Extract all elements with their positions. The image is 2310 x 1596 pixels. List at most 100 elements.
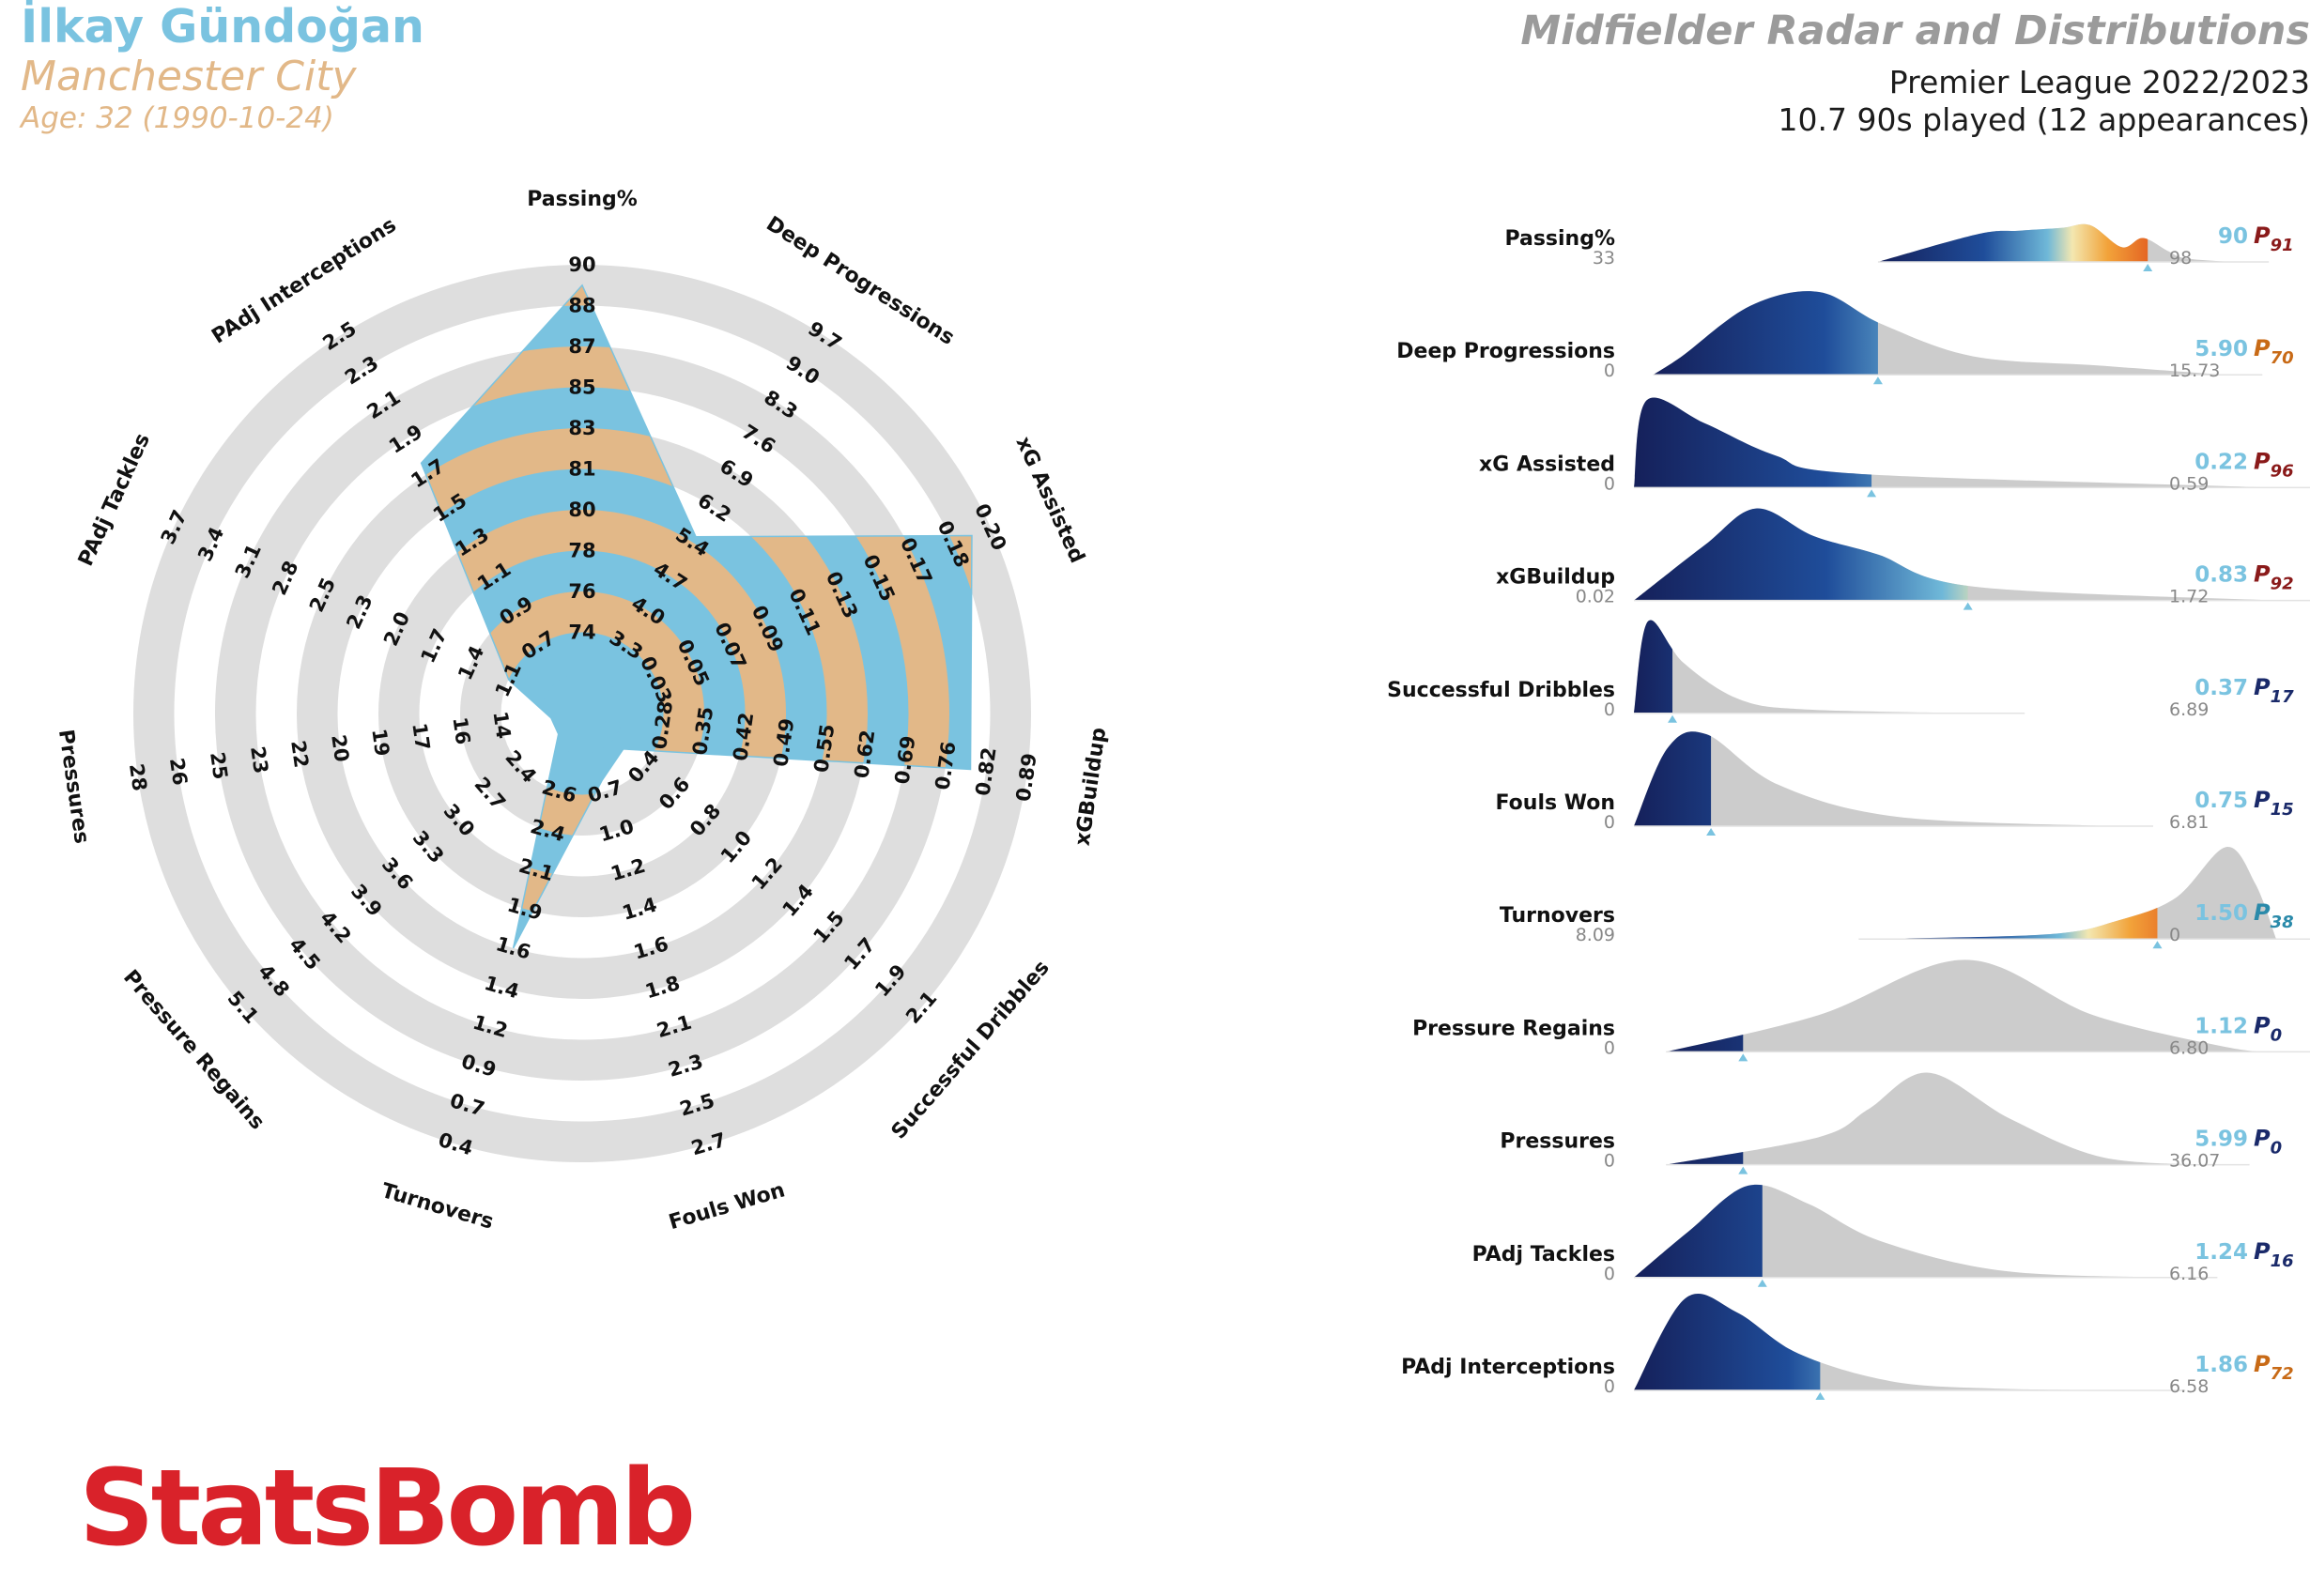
dist-max-label: 15.73 [2169,361,2220,381]
dist-value-label: 1.24 [2194,1240,2248,1265]
dist-metric-label: Successful Dribbles [1387,679,1615,702]
dist-metric-label: Pressure Regains [1412,1017,1615,1040]
dist-value-marker [1738,1166,1748,1174]
radar-tick-label: 81 [568,458,595,481]
dist-value-marker [1815,1392,1825,1400]
dist-min-label: 0 [1604,1151,1615,1172]
dist-value-marker [1706,828,1717,836]
dist-value-marker [1668,714,1678,723]
dist-max-label: 6.16 [2169,1264,2209,1284]
dist-curve [1858,847,2276,940]
radar-tick-label: 14 [488,710,515,740]
dist-percentile-label: P0 [2254,1126,2282,1159]
radar-axis-label: Passing% [527,188,638,211]
player-name: İlkay Gündoğan [21,0,424,54]
dist-value-marker [2152,941,2163,949]
dist-min-label: 0 [1604,1264,1615,1284]
dist-curve-highlight [1634,1184,1763,1278]
dist-percentile-label: P96 [2254,448,2294,481]
dist-percentile-label: P72 [2254,1351,2294,1384]
dist-min-label: 0 [1604,473,1615,494]
dist-max-label: 6.89 [2169,699,2209,720]
dist-metric-label: PAdj Interceptions [1401,1356,1615,1379]
radar-tick-label: 28 [125,762,151,792]
dist-metric-label: Fouls Won [1496,791,1615,815]
dist-min-label: 0 [1604,361,1615,381]
dist-metric-label: Deep Progressions [1396,340,1615,363]
dist-percentile-label: P70 [2254,335,2294,368]
radar-tick-label: 23 [246,744,272,775]
statsbomb-logo: StatsBomb [79,1448,696,1570]
radar-player-polygon [420,284,973,949]
dist-value-label: 90 [2218,224,2248,249]
radar-tick-label: 22 [286,739,313,769]
dist-percentile-label: P15 [2254,787,2294,820]
dist-value-marker [2143,264,2153,271]
dist-curve-highlight [1666,1035,1744,1052]
radar-chart: 74767880818385878890Passing%3.34.04.75.4… [54,188,1111,1235]
dist-min-label: 0 [1604,812,1615,833]
dist-value-label: 5.90 [2194,337,2248,361]
radar-axis-label: Pressures [54,728,93,845]
radar-tick-label: 83 [568,417,595,439]
radar-tick-label: 76 [568,580,595,603]
dist-value-marker [1738,1053,1748,1062]
dist-curve-highlight [1634,620,1673,714]
dist-value-marker [1867,489,1877,498]
dist-percentile-label: P17 [2254,674,2294,707]
dist-min-label: 0 [1604,699,1615,720]
dist-curve [1666,1072,2212,1165]
dist-min-label: 0.02 [1576,587,1615,607]
dist-metric-label: Pressures [1500,1130,1615,1154]
dist-curve-highlight [1877,223,2148,262]
dist-curve-highlight [1858,907,2158,940]
radar-tick-label: 85 [568,376,595,399]
dist-curve [1666,959,2276,1052]
radar-tick-label: 74 [568,622,595,644]
dist-metric-label: Turnovers [1500,904,1615,928]
dist-percentile-label: P92 [2254,561,2294,594]
dist-curve-highlight [1653,291,1878,376]
dist-max-label: 6.81 [2169,812,2209,833]
radar-tick-label: 78 [568,540,595,562]
dist-min-label: 33 [1593,248,1615,269]
dist-curve-highlight [1634,508,1968,601]
dist-value-label: 1.12 [2194,1014,2248,1038]
dist-min-label: 0 [1604,1037,1615,1058]
radar-tick-label: 87 [568,335,595,358]
dist-value-label: 1.50 [2194,901,2248,926]
dist-value-marker [1757,1279,1767,1287]
dist-value-label: 0.83 [2194,563,2248,588]
radar-tick-label: 25 [206,750,232,780]
radar-tick-label: 16 [448,715,474,745]
player-age: Age: 32 (1990-10-24) [21,101,334,135]
dist-max-label: 98 [2169,248,2192,269]
dist-max-label: 0 [2169,925,2180,945]
dist-value-label: 0.37 [2194,676,2248,700]
dist-max-label: 1.72 [2169,587,2209,607]
dist-curve-highlight [1634,1294,1821,1390]
dist-max-label: 6.58 [2169,1376,2209,1397]
dist-max-label: 0.59 [2169,473,2209,494]
dist-min-label: 0 [1604,1376,1615,1397]
dist-percentile-label: P0 [2254,1012,2282,1045]
dist-value-marker [1872,376,1883,385]
radar-tick-label: 19 [367,728,393,758]
radar-tick-label: 17 [408,722,434,752]
radar-tick-label: 80 [568,499,595,521]
dist-curve [1634,731,2116,826]
dist-percentile-label: P38 [2254,899,2294,932]
dist-value-marker [1963,602,1973,610]
dist-metric-label: xG Assisted [1479,453,1615,476]
dist-percentile-label: P16 [2254,1238,2294,1271]
dist-metric-label: PAdj Tackles [1472,1243,1615,1266]
radar-tick-label: 26 [165,757,192,787]
radar-tick-label: 90 [568,253,595,276]
dist-max-label: 36.07 [2169,1151,2220,1172]
chart-title: Midfielder Radar and Distributions [1520,8,2310,54]
dist-min-label: 8.09 [1576,925,1615,945]
minutes-played-label: 10.7 90s played (12 appearances) [1778,101,2310,138]
dist-value-label: 1.86 [2194,1353,2248,1377]
dist-percentile-label: P91 [2254,223,2294,255]
